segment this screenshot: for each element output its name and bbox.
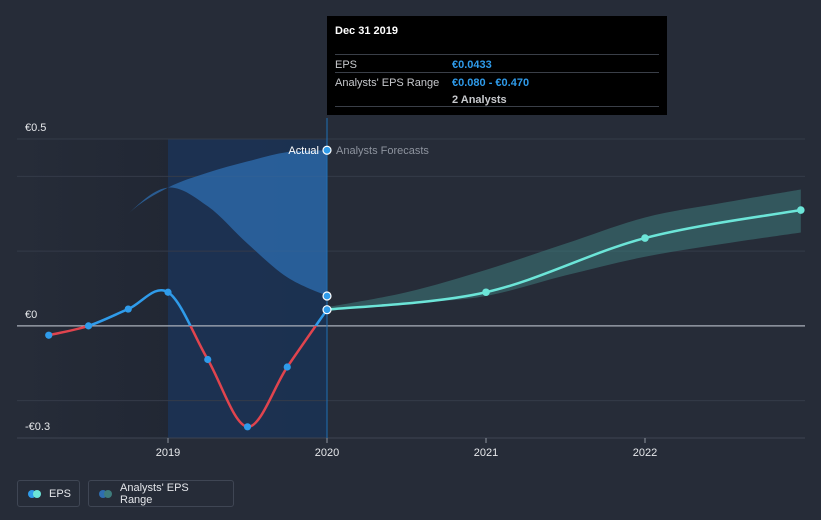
tooltip-eps-key: EPS <box>335 59 358 71</box>
eps-actual-point <box>243 423 252 431</box>
range-swatch-icon <box>99 489 112 498</box>
tooltip-divider <box>335 106 659 107</box>
tooltip-eps-value: €0.0433 <box>452 59 492 71</box>
tooltip-range-key: Analysts' EPS Range <box>335 77 440 89</box>
eps-actual-point <box>84 322 93 330</box>
eps-swatch-icon <box>28 489 41 498</box>
eps-forecast-line <box>326 208 802 311</box>
y-tick-label: -€0.3 <box>25 421 50 433</box>
legend-eps-toggle[interactable]: EPS <box>17 480 80 507</box>
tooltip-analysts-value: 2 Analysts <box>452 94 507 106</box>
x-tick-label: 2021 <box>474 447 498 459</box>
range-low-marker <box>322 291 332 301</box>
eps-forecast-point <box>482 288 490 297</box>
tooltip: Dec 31 2019 EPS €0.0433 Analysts' EPS Ra… <box>327 16 667 115</box>
y-tick-label: €0.5 <box>25 122 46 134</box>
x-tick-label: 2019 <box>156 447 180 459</box>
legend-range-label: Analysts' EPS Range <box>120 481 189 506</box>
range-high-marker <box>322 145 332 155</box>
eps-actual-point <box>204 355 212 364</box>
actual-label: Actual <box>288 145 319 157</box>
eps-forecast-point <box>641 234 649 242</box>
eps-forecast-point <box>797 206 805 214</box>
x-tick-label: 2022 <box>633 447 657 459</box>
eps-chart: Actual Analysts Forecasts €0.5 €0 -€0.3 2019 2… <box>17 118 805 459</box>
eps-actual-line-negative <box>48 325 318 429</box>
eps-actual-point <box>124 305 132 313</box>
y-tick-label: €0 <box>25 309 37 321</box>
tooltip-row-range: Analysts' EPS Range €0.080 - €0.470 <box>335 72 659 91</box>
eps-actual-line-positive <box>84 289 329 326</box>
forecast-label: Analysts Forecasts <box>336 145 429 157</box>
tooltip-range-value: €0.080 - €0.470 <box>452 77 530 89</box>
past-eps-range-band <box>48 150 327 326</box>
tooltip-date: Dec 31 2019 <box>335 25 398 37</box>
tooltip-row-eps: EPS €0.0433 <box>335 54 659 73</box>
legend-eps-label: EPS <box>49 487 72 500</box>
eps-actual-point <box>45 331 53 339</box>
x-tick-label: 2020 <box>315 447 339 459</box>
eps-actual-point <box>283 363 291 371</box>
eps-actual-point <box>164 288 172 296</box>
eps-actual-point <box>322 305 332 315</box>
tooltip-row-analysts: 2 Analysts <box>335 90 659 108</box>
forecast-eps-range-band <box>327 189 801 310</box>
legend-range-toggle[interactable]: Analysts' EPS Range <box>88 480 234 507</box>
